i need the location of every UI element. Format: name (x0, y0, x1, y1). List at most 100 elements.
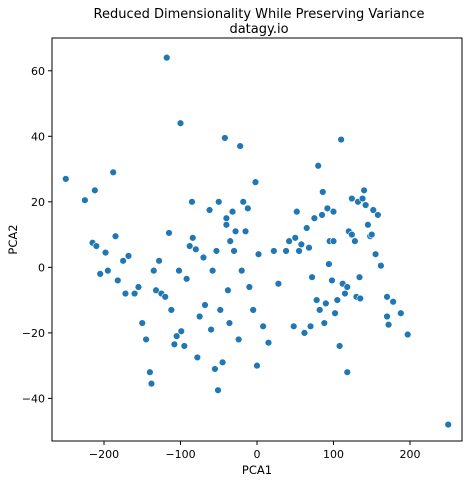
scatter-point (348, 194, 356, 203)
scatter-point (147, 379, 156, 388)
scatter-point (316, 306, 324, 314)
scatter-point (234, 335, 243, 344)
scatter-point (397, 309, 405, 317)
scatter-point (337, 135, 345, 144)
scatter-point (274, 280, 283, 288)
y-tick-label: 40 (31, 130, 45, 143)
scatter-point (163, 53, 171, 62)
scatter-point (293, 207, 301, 216)
scatter-point (81, 196, 89, 204)
scatter-point (150, 266, 158, 275)
scatter-point (236, 142, 244, 150)
scatter-point (320, 319, 329, 327)
scatter-point (165, 229, 173, 237)
scatter-point (259, 322, 267, 331)
y-tick-label: −40 (22, 392, 45, 405)
scatter-point (211, 365, 219, 373)
x-tick-label: 200 (399, 448, 420, 461)
scatter-point (335, 342, 344, 350)
scatter-point (228, 207, 237, 216)
scatter-point (343, 368, 351, 376)
scatter-point (305, 243, 313, 252)
scatter-point (254, 250, 263, 258)
scatter-point (360, 186, 368, 195)
scatter-point (333, 296, 342, 304)
scatter-point (222, 221, 231, 229)
scatter-point (134, 283, 143, 291)
scatter-point (224, 286, 232, 294)
scatter-point (300, 329, 309, 337)
scatter-point (201, 301, 209, 309)
scatter-point (368, 230, 376, 239)
scatter-point (297, 240, 306, 249)
scatter-point (215, 198, 223, 206)
x-tick-label: 0 (254, 448, 261, 461)
scatter-point (180, 342, 189, 350)
scatter-point (348, 230, 356, 239)
scatter-point (323, 204, 332, 213)
scatter-point (91, 186, 99, 195)
scatter-point (364, 221, 372, 229)
scatter-point (249, 306, 257, 314)
scatter-point (282, 247, 290, 255)
scatter-point (192, 245, 200, 254)
scatter-point (111, 232, 120, 240)
scatter-point (175, 266, 183, 275)
scatter-point (245, 283, 254, 291)
scatter-point (214, 386, 222, 394)
scatter-point (208, 266, 217, 275)
scatter-point (121, 289, 130, 298)
scatter-point (195, 312, 204, 321)
scatter-point (101, 248, 110, 257)
scatter-point (341, 289, 349, 298)
scatter-point (189, 234, 197, 242)
scatter-point (161, 293, 169, 301)
scatter-point (170, 340, 179, 349)
chart-title: Reduced Dimensionality While Preserving … (94, 7, 425, 22)
y-tick-label: 0 (38, 261, 45, 274)
scatter-point (176, 119, 185, 127)
scatter-point (193, 353, 202, 362)
scatter-point (329, 237, 338, 245)
scatter-point (185, 242, 194, 250)
scatter-point (291, 234, 299, 242)
scatter-point (130, 289, 139, 298)
scatter-point (361, 201, 370, 209)
scatter-point (377, 262, 385, 270)
chart-subtitle: datagy.io (229, 22, 288, 37)
scatter-point (319, 188, 327, 196)
scatter-point (325, 260, 333, 268)
scatter-point (369, 206, 377, 214)
scatter-point (239, 198, 247, 206)
scatter-point (205, 206, 214, 214)
scatter-point (312, 296, 321, 304)
scatter-point (207, 325, 215, 334)
scatter-point (322, 299, 330, 308)
scatter-point (384, 320, 393, 329)
scatter-point (270, 247, 278, 255)
scatter-points (62, 53, 452, 429)
scatter-point (222, 214, 231, 222)
scatter-point (104, 266, 112, 275)
scatter-point (253, 361, 261, 370)
scatter-point (96, 270, 104, 278)
scatter-point (310, 214, 319, 222)
scatter-point (374, 211, 382, 219)
x-tick-label: −200 (89, 448, 119, 461)
scatter-point (318, 211, 326, 219)
scatter-point (62, 175, 70, 183)
scatter-point (230, 247, 238, 255)
scatter-point (303, 224, 311, 232)
scatter-point (355, 273, 364, 281)
x-tick-label: −100 (165, 448, 195, 461)
scatter-point (182, 275, 191, 283)
scatter-point (251, 178, 260, 186)
scatter-point (172, 332, 181, 340)
scatter-point (290, 322, 298, 331)
scatter-point (358, 194, 367, 203)
scatter-point (285, 237, 293, 245)
scatter-point (238, 266, 246, 275)
scatter-point (142, 335, 150, 344)
